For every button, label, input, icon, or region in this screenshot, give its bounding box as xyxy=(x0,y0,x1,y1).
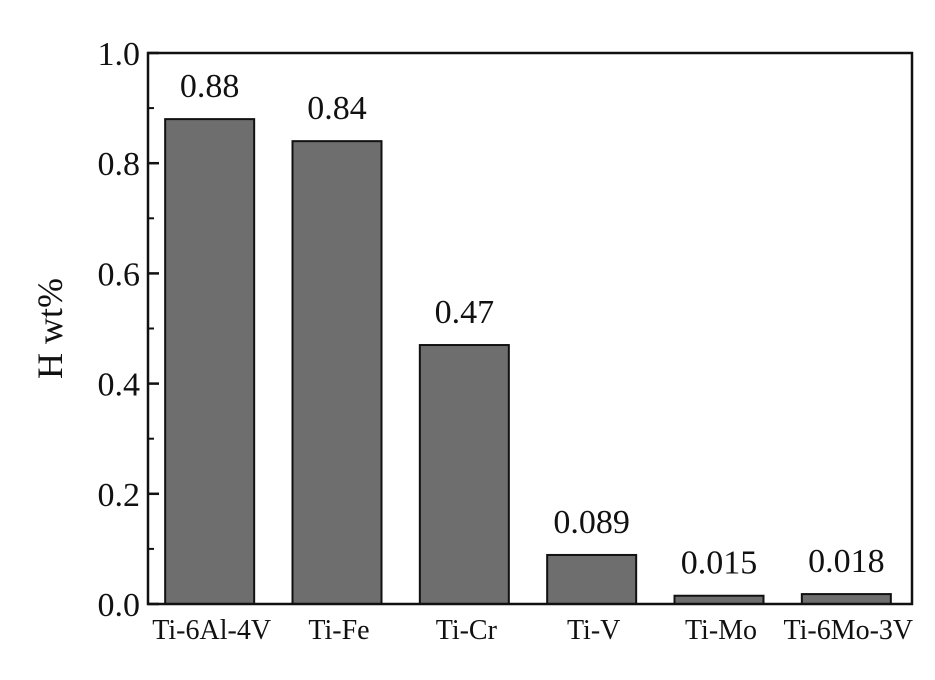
x-tick-label-ti-cr: Ti-Cr xyxy=(436,615,498,646)
x-tick-label-ti-6al-4v: Ti-6Al-4V xyxy=(152,615,271,646)
y-axis: 0.0 0.2 0.4 0.6 0.8 1.0 xyxy=(98,36,159,624)
value-label-ti-6mo-3v: 0.018 xyxy=(808,543,885,580)
bar-ti-fe xyxy=(291,140,383,605)
y-axis-title: H wt% xyxy=(30,278,70,379)
value-label-ti-cr: 0.47 xyxy=(435,294,495,331)
bar-ti-6al-4v xyxy=(164,118,256,606)
y-tick-label: 0.2 xyxy=(98,477,141,514)
x-tick-label-ti-fe: Ti-Fe xyxy=(308,615,369,646)
y-tick-label: 1.0 xyxy=(98,36,141,73)
value-label-ti-v: 0.089 xyxy=(553,504,630,541)
x-tick-label-ti-mo: Ti-Mo xyxy=(685,615,757,646)
bar-ti-6mo-3v xyxy=(800,593,892,605)
y-tick-label: 0.4 xyxy=(98,367,141,404)
value-labels: 0.88 0.84 0.47 0.089 0.015 0.018 xyxy=(180,68,885,582)
x-tick-label-ti-v: Ti-V xyxy=(567,615,620,646)
bars xyxy=(164,118,892,606)
value-label-ti-6al-4v: 0.88 xyxy=(180,68,240,105)
x-axis: Ti-6Al-4V Ti-Fe Ti-Cr Ti-V Ti-Mo Ti-6Mo-3V xyxy=(152,615,913,646)
bar-ti-v xyxy=(546,553,638,605)
plot-frame xyxy=(146,51,914,606)
value-label-ti-fe: 0.84 xyxy=(307,90,367,127)
y-tick-label: 0.6 xyxy=(98,256,141,293)
x-tick-label-ti-6mo-3v: Ti-6Mo-3V xyxy=(783,615,913,646)
value-label-ti-mo: 0.015 xyxy=(681,545,758,582)
y-tick-label: 0.0 xyxy=(98,587,141,624)
y-tick-label: 0.8 xyxy=(98,146,141,183)
bar-ti-cr xyxy=(418,344,510,605)
